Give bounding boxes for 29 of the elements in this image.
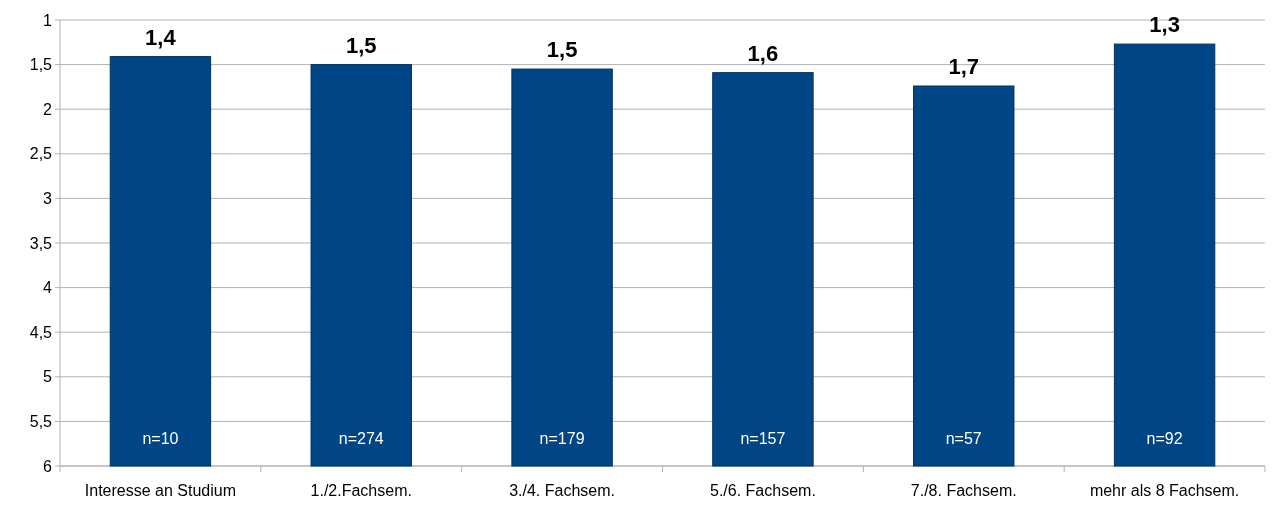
annotation: 1,7 <box>948 54 980 80</box>
x-tick-label: Interesse an Studium <box>84 482 237 499</box>
annotation: n=10 <box>142 429 179 447</box>
annotation: n=92 <box>1146 429 1183 447</box>
y-tick-label: 5 <box>43 368 53 386</box>
y-tick-label: 1,5 <box>29 56 53 74</box>
x-tick-label: 3./4. Fachsem. <box>509 482 615 499</box>
annotation: n=179 <box>539 429 585 447</box>
x-tick-label: 5./6. Fachsem. <box>710 482 816 499</box>
annotation: 1,5 <box>546 37 578 63</box>
y-tick-label: 2 <box>43 100 53 118</box>
y-tick-label: 6 <box>43 457 53 475</box>
annotation: 1,6 <box>747 40 779 66</box>
y-tick-label: 4 <box>43 279 53 297</box>
annotation: n=157 <box>740 429 786 447</box>
annotation: n=274 <box>338 429 384 447</box>
y-tick-label: 4,5 <box>29 323 53 341</box>
y-tick-label: 5,5 <box>29 413 53 430</box>
y-tick-label: 3,5 <box>29 234 53 252</box>
x-tick-label: 1./2.Fachsem. <box>310 482 412 499</box>
y-tick-label: 1 <box>43 11 53 29</box>
annotation: n=57 <box>945 429 982 447</box>
annotation: 1,3 <box>1149 12 1180 38</box>
annotation: 1,4 <box>145 24 177 50</box>
annotation: 1,5 <box>345 32 377 58</box>
y-tick-label: 2,5 <box>29 145 53 163</box>
y-tick-label: 3 <box>43 190 53 207</box>
x-tick-label: 7./8. Fachsem. <box>910 482 1017 499</box>
x-tick-label: mehr als 8 Fachsem. <box>1089 482 1240 499</box>
